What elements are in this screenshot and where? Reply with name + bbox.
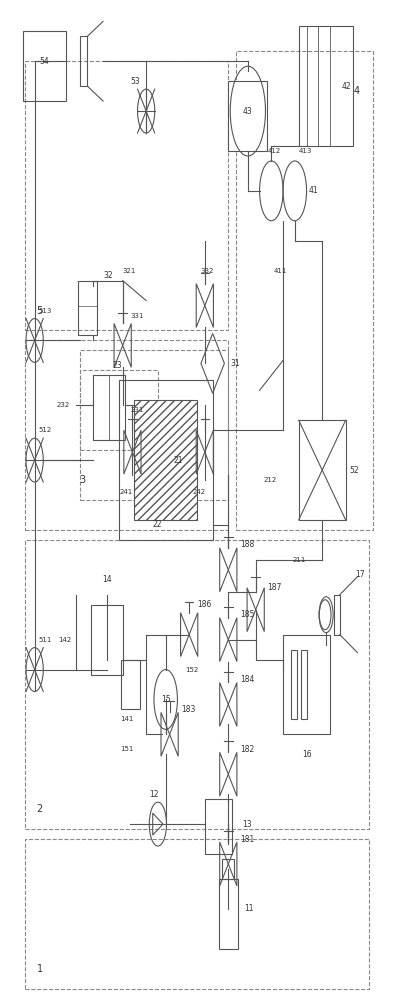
Text: 11: 11 [244,904,253,913]
Text: 212: 212 [264,477,277,483]
Bar [78,281,97,306]
Text: 32: 32 [103,271,113,280]
Text: 412: 412 [268,148,281,154]
Text: 181: 181 [240,835,254,844]
Bar [205,799,232,854]
Text: 53: 53 [130,77,140,86]
Text: 332: 332 [201,268,214,274]
Bar [25,540,369,829]
Text: 21: 21 [173,456,183,465]
Text: 142: 142 [58,637,71,643]
Bar [25,61,228,330]
Text: 5: 5 [37,306,43,316]
Text: 22: 22 [152,520,162,529]
Bar [93,375,109,440]
Text: 12: 12 [149,790,159,799]
Text: 15: 15 [161,695,171,704]
Bar [301,650,307,719]
Text: 331: 331 [130,313,144,319]
Bar [119,380,213,540]
Text: 42: 42 [342,82,351,91]
Bar [291,650,297,719]
Text: 184: 184 [240,675,255,684]
Text: 4: 4 [353,86,360,96]
Text: 16: 16 [302,750,311,759]
Bar [93,375,125,440]
Text: 43: 43 [243,107,253,116]
Bar [23,31,66,101]
Text: 186: 186 [197,600,211,609]
Text: 411: 411 [273,268,287,274]
Text: 23: 23 [113,361,123,370]
Bar [299,420,346,520]
Text: 183: 183 [181,705,196,714]
Bar [228,81,268,151]
Text: 54: 54 [39,57,49,66]
Text: 13: 13 [242,820,252,829]
Text: 511: 511 [39,637,52,643]
Text: 182: 182 [240,745,254,754]
Text: 413: 413 [299,148,312,154]
Text: 513: 513 [39,308,52,314]
Bar [80,350,228,500]
Text: 211: 211 [293,557,306,563]
Bar [25,340,228,530]
Bar [134,400,197,520]
Bar [91,605,123,675]
Text: 242: 242 [192,489,206,495]
Text: 241: 241 [120,489,133,495]
Text: 232: 232 [56,402,69,408]
Bar [219,879,238,949]
Text: 3: 3 [80,475,86,485]
Text: 188: 188 [240,540,254,549]
Bar [223,859,234,879]
Text: 2: 2 [37,804,43,814]
Text: 321: 321 [123,268,136,274]
Text: 41: 41 [309,186,318,195]
Text: 512: 512 [39,427,52,433]
Text: 185: 185 [240,610,255,619]
Text: 231: 231 [130,407,144,413]
Bar [80,36,87,86]
Text: 17: 17 [355,570,365,579]
Bar [283,635,330,734]
Text: 152: 152 [185,667,199,673]
Text: 187: 187 [268,583,282,592]
Text: 141: 141 [120,716,133,722]
Text: 52: 52 [349,466,359,475]
Bar [25,839,369,989]
Bar [299,26,353,146]
Bar [236,51,373,530]
Text: 151: 151 [121,746,134,752]
Bar [121,660,140,709]
Bar [78,281,97,335]
Bar [334,595,340,635]
Text: 1: 1 [37,964,43,974]
Text: 31: 31 [230,359,240,368]
Bar [80,370,158,450]
Text: 14: 14 [102,575,112,584]
